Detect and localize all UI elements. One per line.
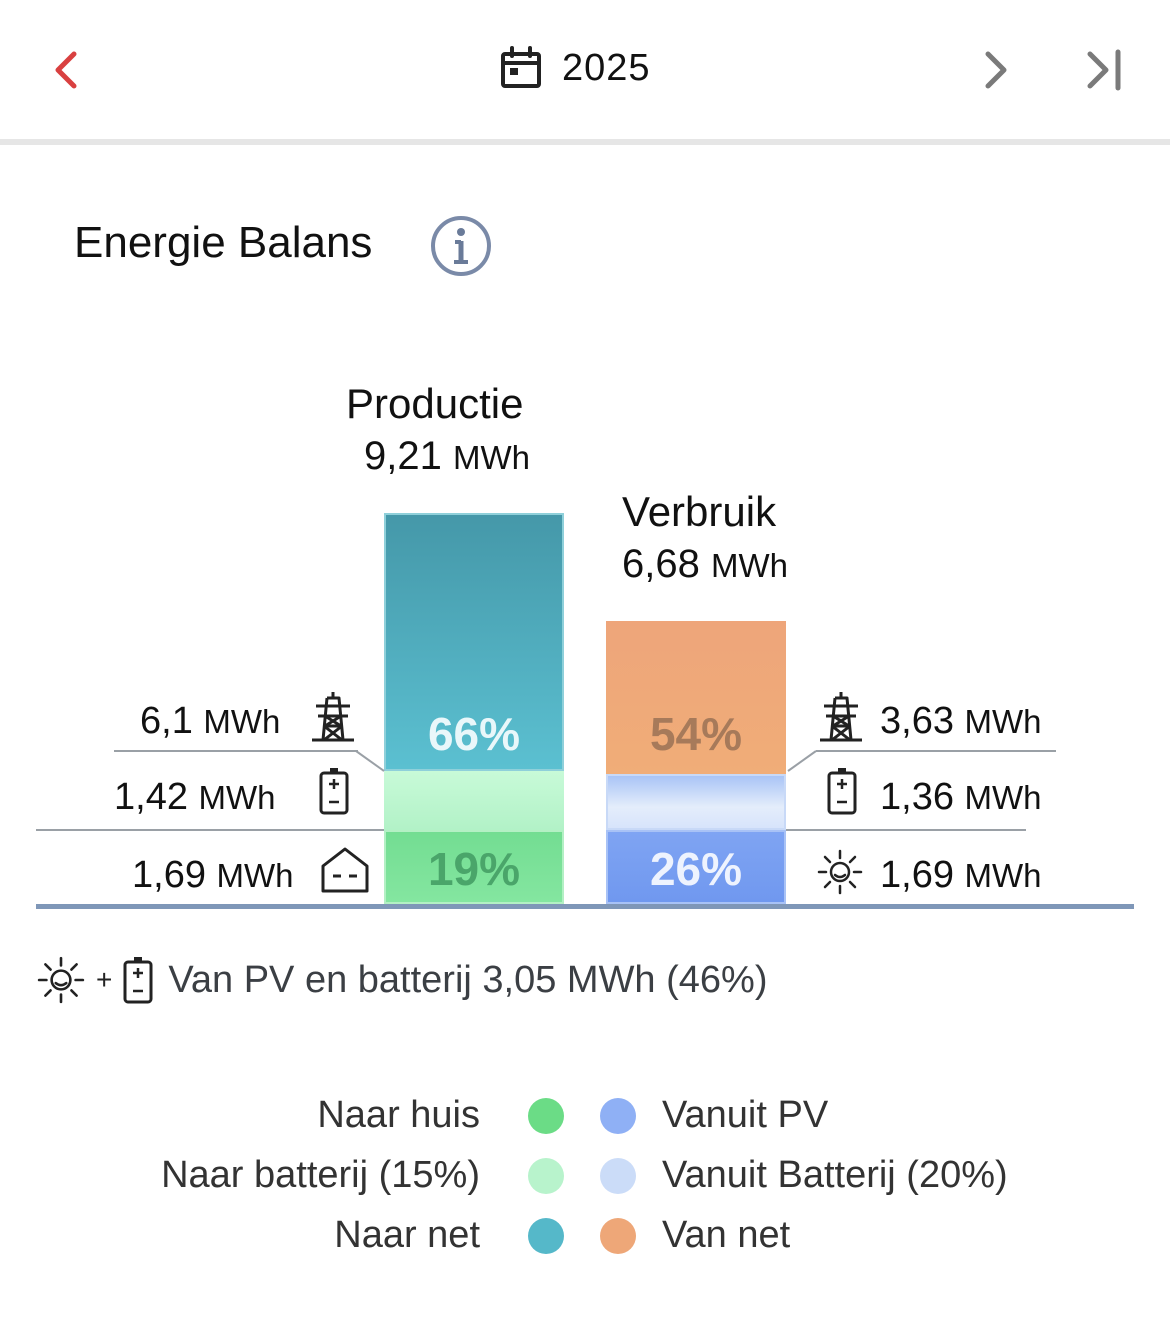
battery-icon xyxy=(319,768,349,815)
battery-icon xyxy=(123,957,153,1004)
last-year-button[interactable] xyxy=(1072,40,1132,100)
consumption-grid-unit: MWh xyxy=(964,703,1042,740)
production-to-grid-pct: 66% xyxy=(427,708,521,760)
production-grid-value: 6,1 MWh xyxy=(140,700,280,743)
pv-battery-summary: + Van PV en batterij 3,05 MWh (46%) xyxy=(36,950,768,1010)
legend-label: Naar net xyxy=(334,1214,480,1256)
production-to-house-pct: 19% xyxy=(427,843,521,895)
legend-label: Naar huis xyxy=(317,1094,480,1136)
consumption-grid-number: 3,63 xyxy=(880,700,954,742)
consumption-total-unit: MWh xyxy=(710,547,788,584)
right-grid-connector xyxy=(787,750,817,772)
pv-summary-text: Van PV en batterij 3,05 MWh (46%) xyxy=(168,958,768,1001)
legend-dot-to-house xyxy=(528,1098,564,1134)
consumption-total: 6,68 MWh xyxy=(622,542,788,587)
production-grid-number: 6,1 xyxy=(140,700,193,742)
legend-dot-from-grid xyxy=(600,1218,636,1254)
production-battery-value: 1,42 MWh xyxy=(114,776,276,819)
chart-baseline xyxy=(36,904,1134,909)
legend-row: Naar batterij (15%) Vanuit Batterij (20%… xyxy=(0,1154,1170,1204)
consumption-from-grid-pct: 54% xyxy=(649,708,743,760)
chevron-right-icon xyxy=(985,51,1007,89)
calendar-icon xyxy=(501,46,541,88)
consumption-from-pv-pct: 26% xyxy=(649,843,743,895)
production-battery-unit: MWh xyxy=(198,779,276,816)
power-pylon-icon xyxy=(820,692,862,742)
legend-dot-to-grid xyxy=(528,1218,564,1254)
consumption-pv-value: 1,69 MWh xyxy=(880,854,1042,897)
production-total: 9,21 MWh xyxy=(364,434,530,479)
right-battery-divider xyxy=(786,829,1026,831)
top-bar: 2025 xyxy=(0,0,1170,140)
legend-dot-from-pv xyxy=(600,1098,636,1134)
consumption-from-grid-segment[interactable]: 54% xyxy=(606,621,786,774)
battery-icon xyxy=(827,768,857,815)
legend-row: Naar huis Vanuit PV xyxy=(0,1094,1170,1144)
consumption-total-value: 6,68 xyxy=(622,542,700,586)
consumption-grid-value: 3,63 MWh xyxy=(880,700,1042,743)
legend-label: Vanuit PV xyxy=(662,1094,829,1136)
legend-dot-to-battery xyxy=(528,1158,564,1194)
production-battery-number: 1,42 xyxy=(114,776,188,818)
production-heading: Productie xyxy=(346,380,524,427)
legend-label: Vanuit Batterij (20%) xyxy=(662,1154,1008,1196)
next-year-button[interactable] xyxy=(966,40,1026,100)
legend-label: Naar batterij (15%) xyxy=(161,1154,480,1196)
legend-label: Van net xyxy=(662,1214,791,1256)
consumption-battery-number: 1,36 xyxy=(880,776,954,818)
consumption-from-battery-segment[interactable] xyxy=(606,774,786,830)
legend-row: Naar net Van net xyxy=(0,1214,1170,1264)
left-grid-divider xyxy=(114,750,358,752)
year-selector[interactable]: 2025 xyxy=(500,40,651,96)
consumption-from-pv-segment[interactable]: 26% xyxy=(606,830,786,904)
production-house-value: 1,69 MWh xyxy=(132,854,294,897)
right-grid-divider xyxy=(816,750,1056,752)
sun-icon xyxy=(817,849,863,895)
production-house-unit: MWh xyxy=(216,857,294,894)
production-to-grid-segment[interactable]: 66% xyxy=(384,513,564,771)
production-total-value: 9,21 xyxy=(364,434,442,478)
chevron-left-icon xyxy=(55,51,77,89)
production-total-unit: MWh xyxy=(452,439,530,476)
sun-icon xyxy=(37,956,85,1004)
previous-year-button[interactable] xyxy=(36,40,96,100)
left-grid-connector xyxy=(355,750,385,772)
production-house-number: 1,69 xyxy=(132,854,206,896)
consumption-battery-value: 1,36 MWh xyxy=(880,776,1042,819)
production-grid-unit: MWh xyxy=(203,703,281,740)
house-icon xyxy=(321,847,369,893)
card-title: Energie Balans xyxy=(74,218,373,267)
info-icon[interactable] xyxy=(430,215,492,277)
production-to-battery-segment[interactable] xyxy=(384,771,564,830)
production-to-house-segment[interactable]: 19% xyxy=(384,830,564,904)
power-pylon-icon xyxy=(312,692,354,742)
year-label: 2025 xyxy=(562,46,651,89)
consumption-battery-unit: MWh xyxy=(964,779,1042,816)
left-battery-divider xyxy=(36,829,384,831)
consumption-pv-number: 1,69 xyxy=(880,854,954,896)
consumption-heading: Verbruik xyxy=(622,488,777,535)
legend-dot-from-battery xyxy=(600,1158,636,1194)
plus-sign: + xyxy=(96,964,113,995)
header-divider xyxy=(0,139,1170,145)
consumption-pv-unit: MWh xyxy=(964,857,1042,894)
skip-to-end-icon xyxy=(1087,49,1121,91)
